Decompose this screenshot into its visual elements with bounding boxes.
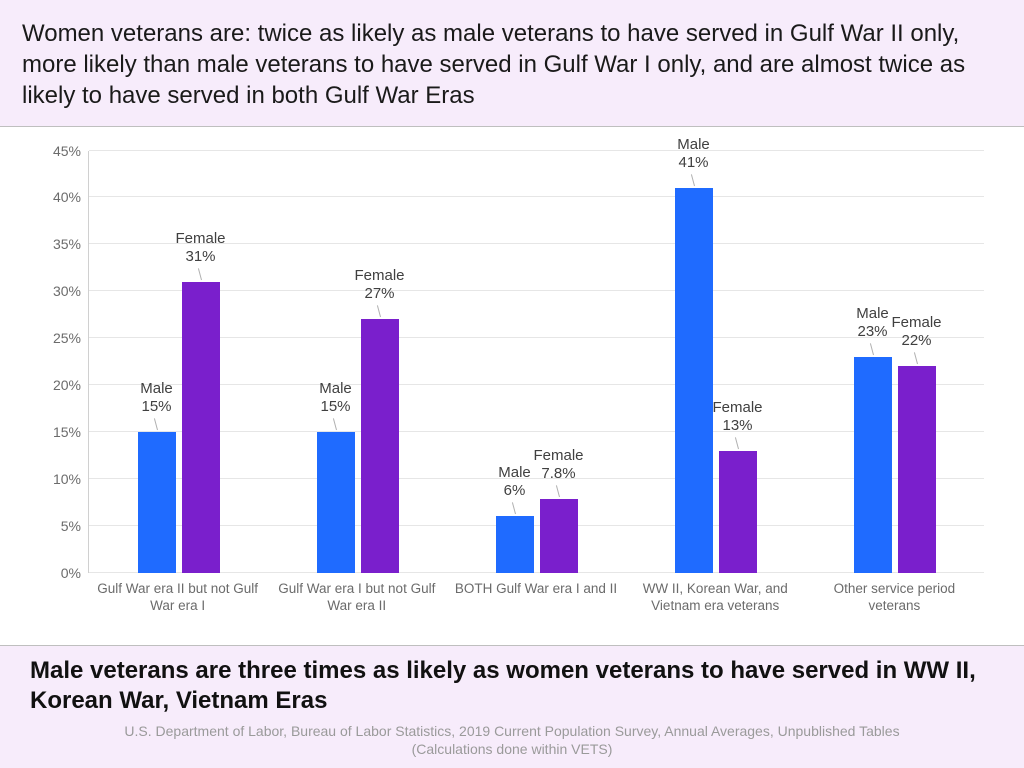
bar-female: Female13%: [719, 451, 757, 573]
leader-line: [511, 503, 515, 515]
series-name: Male: [677, 136, 710, 154]
bar-male: Male6%: [496, 516, 534, 572]
bar-label-male: Male6%: [498, 464, 531, 500]
y-tick-label: 45%: [53, 143, 81, 159]
bar-female: Female7.8%: [540, 499, 578, 572]
x-axis-labels: Gulf War era II but not Gulf War era IGu…: [88, 577, 984, 637]
source-line-1: U.S. Department of Labor, Bureau of Labo…: [124, 723, 899, 739]
bar-male: Male15%: [317, 432, 355, 573]
series-name: Male: [498, 464, 531, 482]
leader-line: [376, 306, 380, 318]
series-name: Female: [354, 267, 404, 285]
leader-line: [153, 418, 157, 430]
series-name: Female: [891, 314, 941, 332]
bar-group: Male15%Female31%: [89, 151, 268, 573]
bar-male: Male23%: [854, 357, 892, 573]
y-tick-label: 5%: [61, 518, 81, 534]
series-name: Female: [533, 447, 583, 465]
bar-group: Male23%Female22%: [805, 151, 984, 573]
x-category-label: WW II, Korean War, and Vietnam era veter…: [626, 577, 805, 637]
series-name: Male: [856, 305, 889, 323]
footer-zone: Male veterans are three times as likely …: [0, 646, 1024, 768]
series-name: Female: [175, 230, 225, 248]
value-label: 15%: [140, 398, 173, 416]
x-category-label: Gulf War era I but not Gulf War era II: [267, 577, 446, 637]
leader-line: [869, 343, 873, 355]
bar-label-female: Female27%: [354, 267, 404, 303]
leader-line: [197, 268, 201, 280]
source-citation: U.S. Department of Labor, Bureau of Labo…: [30, 722, 994, 758]
leader-line: [734, 437, 738, 449]
bar-male: Male15%: [138, 432, 176, 573]
bar-label-female: Female13%: [712, 399, 762, 435]
leader-line: [332, 418, 336, 430]
bar-label-male: Male15%: [140, 380, 173, 416]
chart-container: 0%5%10%15%20%25%30%35%40%45%Male15%Femal…: [0, 126, 1024, 646]
bar-label-male: Male23%: [856, 305, 889, 341]
bar-label-female: Female22%: [891, 314, 941, 350]
bar-label-male: Male15%: [319, 380, 352, 416]
y-tick-label: 25%: [53, 330, 81, 346]
x-category-label: Gulf War era II but not Gulf War era I: [88, 577, 267, 637]
bar-female: Female31%: [182, 282, 220, 573]
y-tick-label: 35%: [53, 236, 81, 252]
leader-line: [555, 486, 559, 498]
x-category-label: Other service period veterans: [805, 577, 984, 637]
value-label: 23%: [856, 323, 889, 341]
leader-line: [913, 353, 917, 365]
leader-line: [690, 174, 694, 186]
y-tick-label: 40%: [53, 189, 81, 205]
bar-label-female: Female31%: [175, 230, 225, 266]
plot-area: 0%5%10%15%20%25%30%35%40%45%Male15%Femal…: [88, 151, 984, 573]
value-label: 41%: [677, 154, 710, 172]
y-tick-label: 30%: [53, 283, 81, 299]
headline-text: Women veterans are: twice as likely as m…: [0, 0, 1024, 126]
bar-label-male: Male41%: [677, 136, 710, 172]
bar-group: Male41%Female13%: [626, 151, 805, 573]
series-name: Male: [140, 380, 173, 398]
value-label: 31%: [175, 248, 225, 266]
bar-female: Female27%: [361, 319, 399, 572]
bar-group: Male15%Female27%: [268, 151, 447, 573]
bar-male: Male41%: [675, 188, 713, 573]
y-tick-label: 0%: [61, 565, 81, 581]
y-tick-label: 15%: [53, 424, 81, 440]
source-line-2: (Calculations done within VETS): [412, 741, 613, 757]
value-label: 15%: [319, 398, 352, 416]
value-label: 6%: [498, 482, 531, 500]
x-category-label: BOTH Gulf War era I and II: [446, 577, 625, 637]
value-label: 27%: [354, 285, 404, 303]
value-label: 22%: [891, 332, 941, 350]
series-name: Female: [712, 399, 762, 417]
value-label: 13%: [712, 417, 762, 435]
footer-headline: Male veterans are three times as likely …: [30, 656, 994, 716]
y-tick-label: 10%: [53, 471, 81, 487]
value-label: 7.8%: [533, 465, 583, 483]
bar-group: Male6%Female7.8%: [447, 151, 626, 573]
bar-female: Female22%: [898, 366, 936, 572]
bar-label-female: Female7.8%: [533, 447, 583, 483]
series-name: Male: [319, 380, 352, 398]
y-tick-label: 20%: [53, 377, 81, 393]
